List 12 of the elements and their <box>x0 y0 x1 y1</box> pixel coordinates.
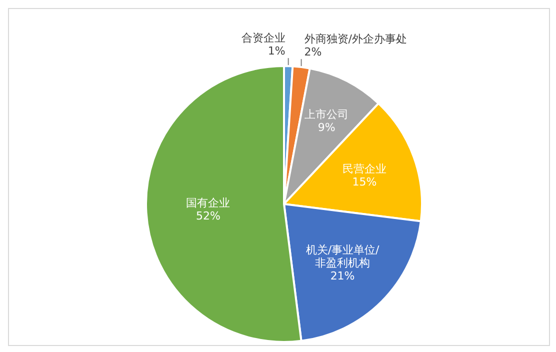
data-label: 9% <box>318 120 336 134</box>
slice-label: 国有企业 <box>186 196 230 209</box>
slice-label: 合资企业 <box>241 31 286 44</box>
slice-label: 机关/事业单位/非盈利机构 <box>306 243 380 270</box>
slice-label: 民营企业 <box>342 162 386 176</box>
data-label: 21% <box>330 269 355 282</box>
data-label: 2% <box>304 45 322 58</box>
slice-label: 外商独资/外企办事处 <box>304 32 408 46</box>
data-label: 52% <box>196 208 220 222</box>
slice-label: 上市公司 <box>304 107 349 120</box>
data-label: 1% <box>268 44 286 58</box>
data-label: 15% <box>352 175 377 188</box>
